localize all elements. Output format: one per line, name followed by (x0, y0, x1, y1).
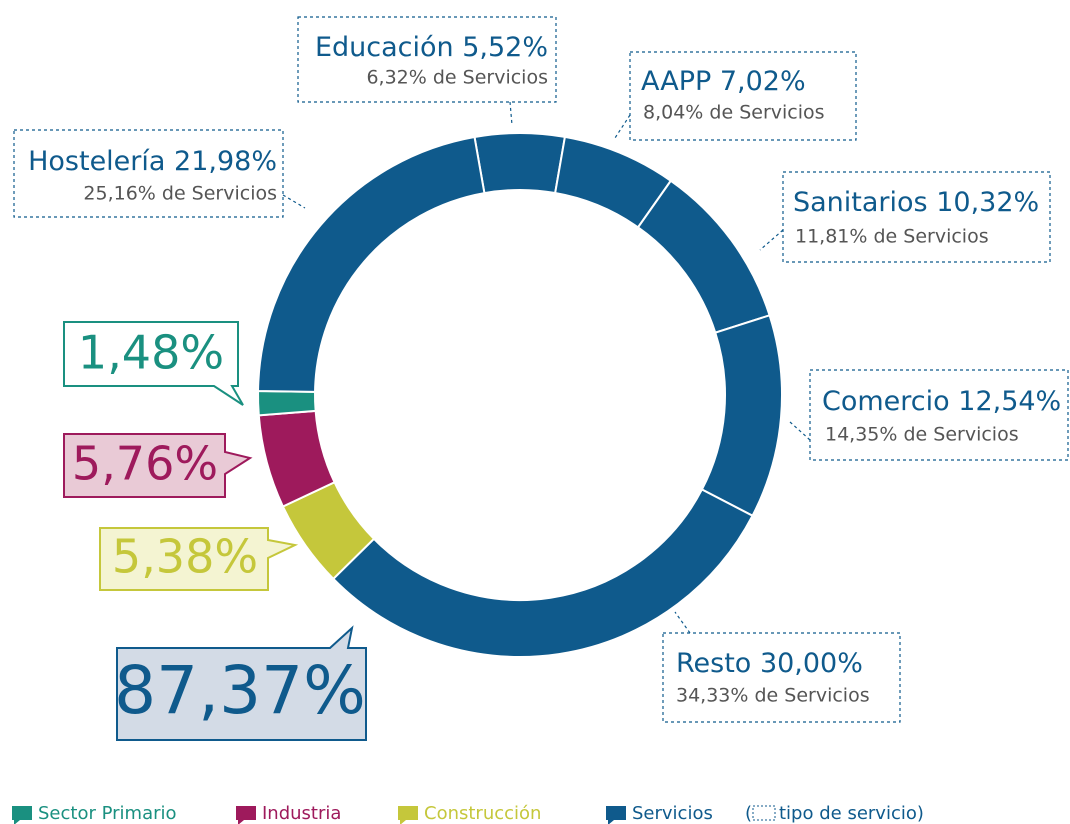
callout-pointer (282, 194, 306, 209)
callout-box (809, 369, 1069, 461)
callout-pointer (614, 114, 631, 139)
share-label: 6,32% de Servicios (366, 67, 548, 89)
callout-box (629, 51, 857, 141)
legend-swatch (236, 806, 256, 824)
value-label: 12,54% (958, 386, 1061, 417)
donut-segment (473, 132, 567, 195)
legend-label: Servicios (632, 803, 713, 824)
category-name: Educación (315, 32, 454, 63)
category-name: Comercio (822, 386, 950, 417)
callout-title: Comercio 12,54% (822, 386, 1061, 417)
sector-value: 87,37% (114, 652, 366, 729)
donut-segment (257, 389, 317, 417)
value-label: 30,00% (760, 648, 863, 679)
callout-title: Hostelería 21,98% (28, 146, 277, 177)
legend-label: Sector Primario (38, 803, 177, 824)
callout-box (13, 129, 284, 218)
sector-bubble (99, 527, 299, 591)
legend-note-icon (752, 805, 776, 821)
legend-label: Construcción (424, 803, 541, 824)
category-name: Resto (676, 648, 751, 679)
category-name: Hostelería (28, 146, 165, 177)
legend-label: Industria (262, 803, 341, 824)
callout-pointer (789, 421, 811, 441)
callout-box (297, 16, 557, 103)
sector-bubble (116, 625, 367, 741)
donut-segment (700, 314, 783, 518)
share-label: 34,33% de Servicios (676, 685, 870, 707)
legend-note: ( (745, 803, 752, 824)
share-label: 11,81% de Servicios (795, 226, 989, 248)
callout-box (662, 632, 901, 723)
callout-title: AAPP 7,02% (641, 66, 806, 97)
sector-bubble (63, 433, 253, 498)
donut-segment (257, 135, 486, 393)
share-label: 8,04% de Servicios (643, 102, 825, 124)
sector-bubble (63, 321, 244, 406)
sector-value: 1,48% (78, 326, 224, 380)
share-label: 14,35% de Servicios (825, 424, 1019, 446)
share-label: 25,16% de Servicios (83, 183, 277, 205)
legend-note: tipo de servicio) (779, 803, 924, 824)
callout-box (782, 171, 1051, 263)
category-name: Sanitarios (793, 187, 928, 218)
value-label: 5,52% (462, 32, 548, 63)
sector-value: 5,76% (72, 437, 218, 491)
callout-pointer (509, 101, 513, 126)
callout-title: Sanitarios 10,32% (793, 187, 1039, 218)
value-label: 10,32% (936, 187, 1039, 218)
legend-swatch (12, 806, 32, 824)
callout-title: Resto 30,00% (676, 648, 863, 679)
donut-segment (636, 179, 771, 334)
value-label: 21,98% (174, 146, 277, 177)
value-label: 7,02% (720, 66, 806, 97)
callout-title: Educación 5,52% (315, 32, 548, 63)
legend-swatch (398, 806, 418, 824)
callout-pointer (759, 229, 784, 251)
callout-pointer (674, 611, 691, 634)
legend-swatch (606, 806, 626, 824)
category-name: AAPP (641, 66, 711, 97)
sector-value: 5,38% (112, 530, 258, 584)
